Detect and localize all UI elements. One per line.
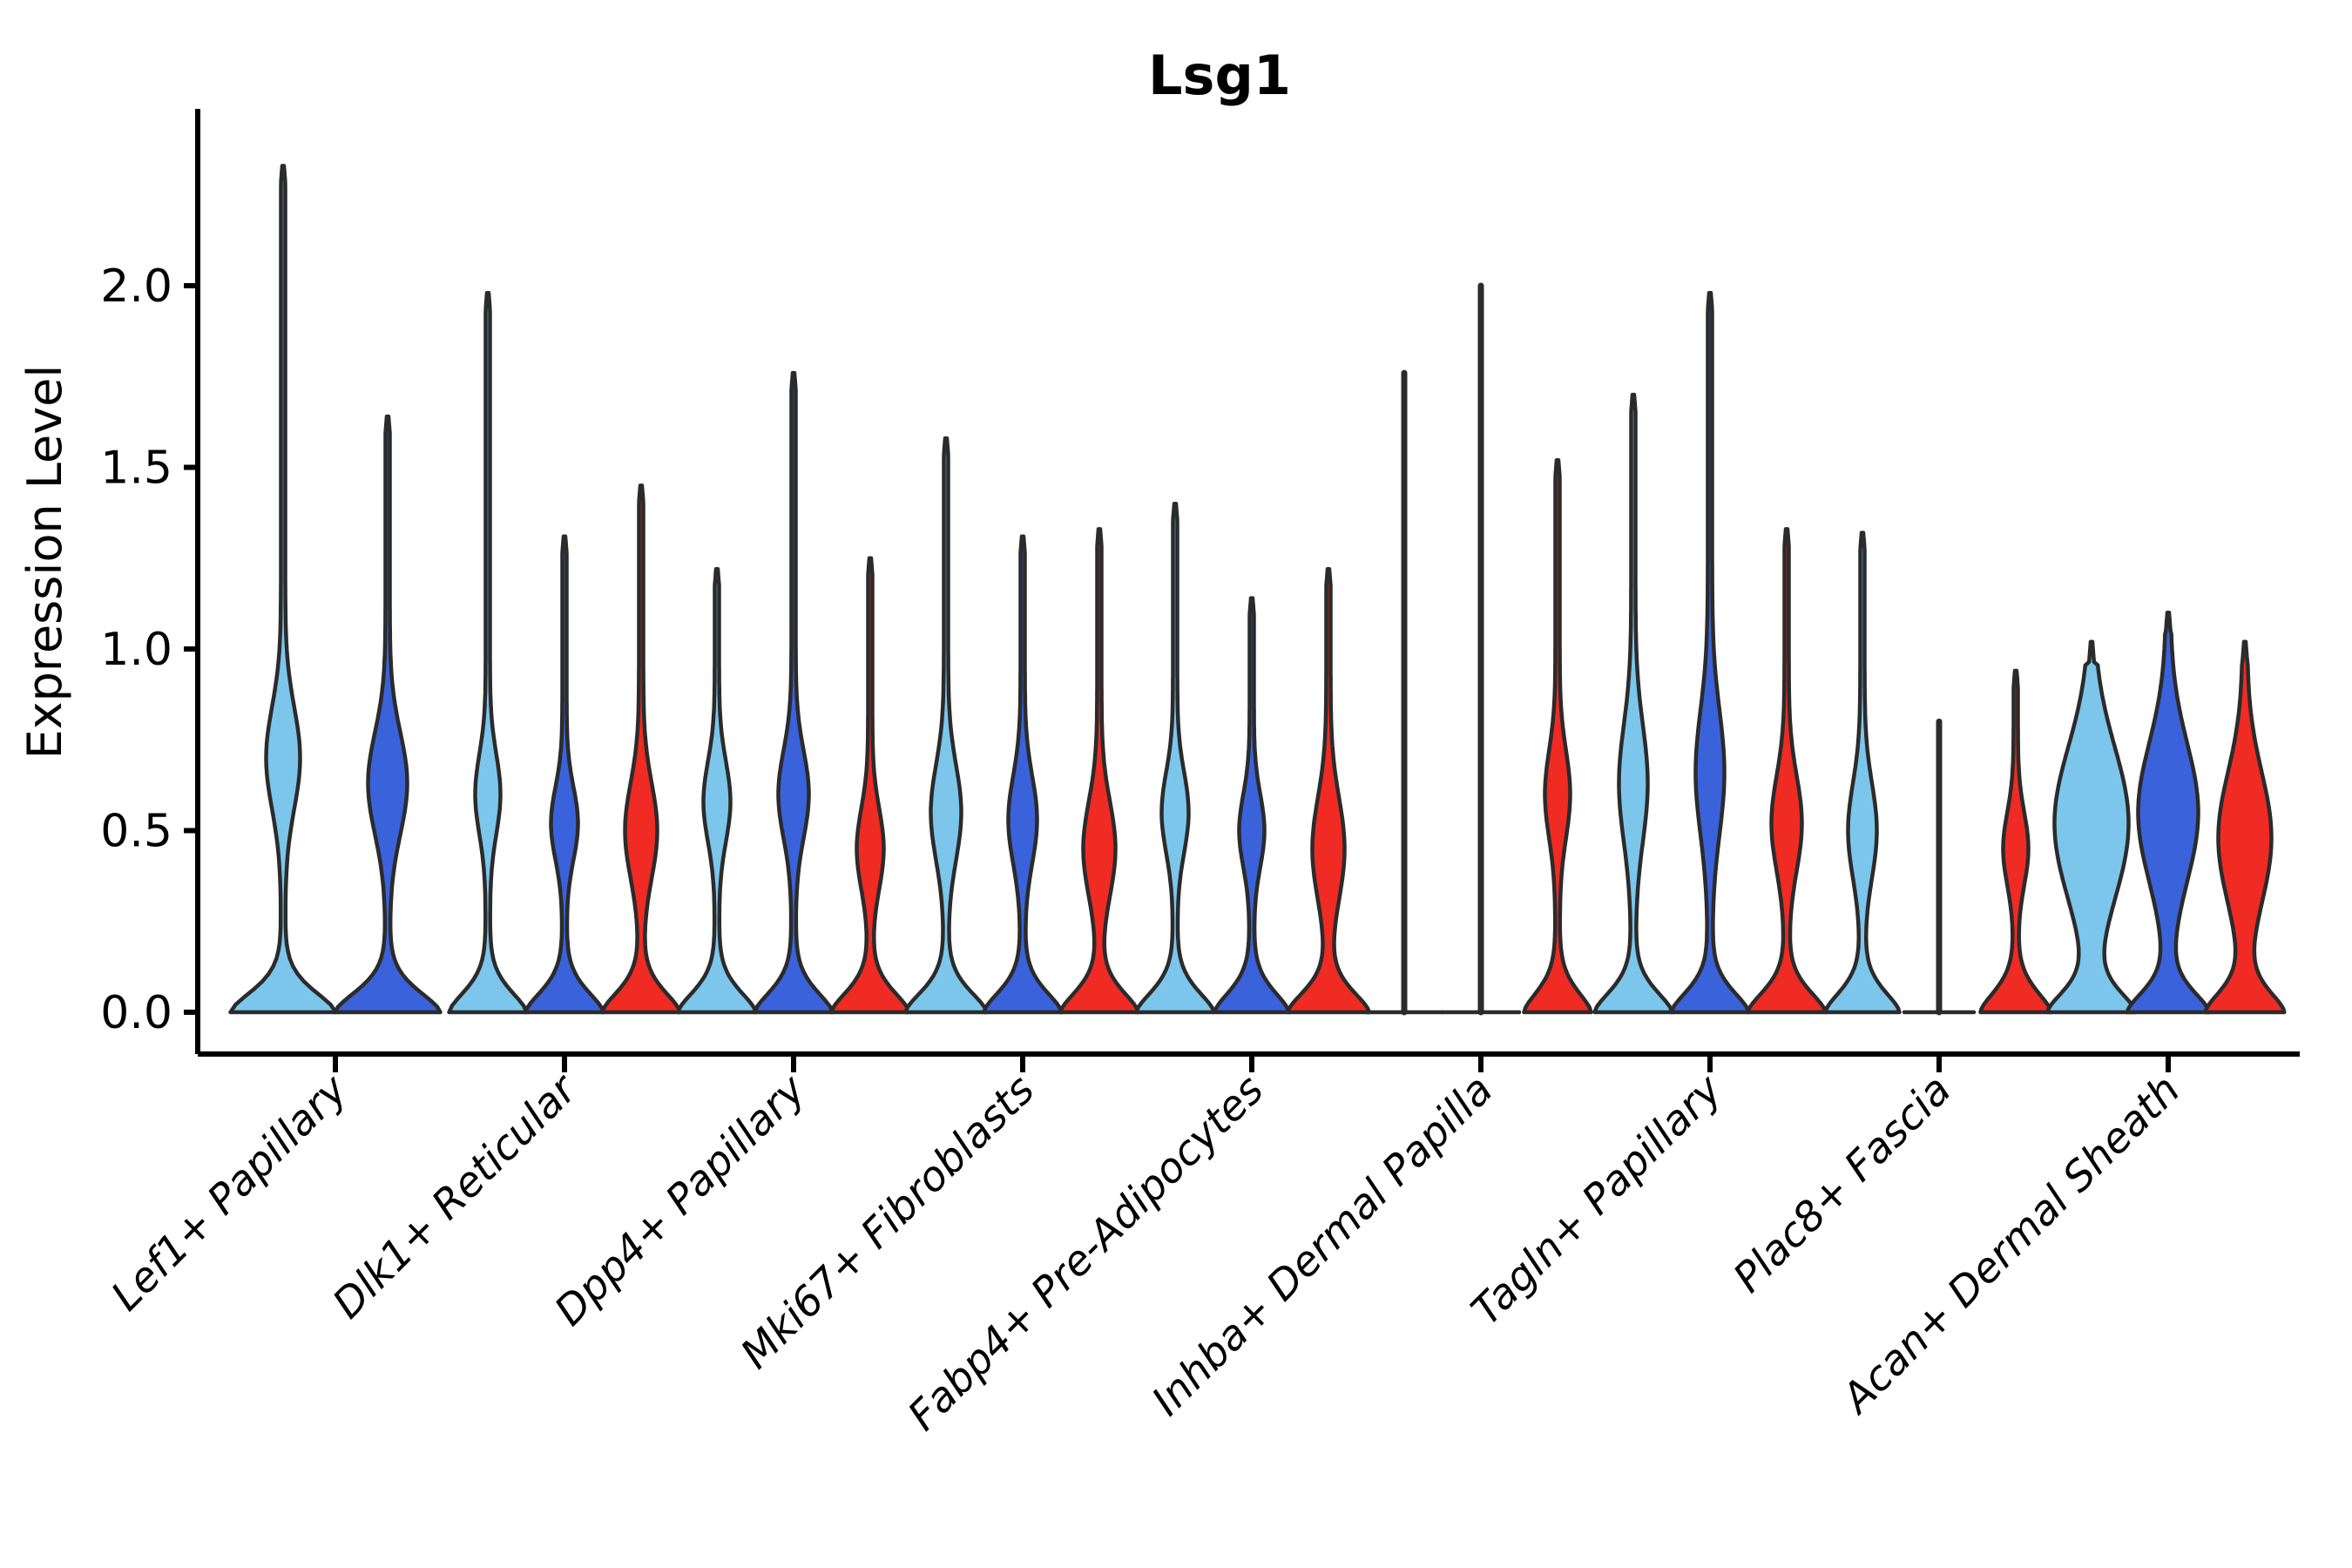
violin-6-red: [1746, 527, 1828, 1015]
violin-7-red: [1978, 668, 2053, 1015]
violin-5-red: [1522, 457, 1593, 1015]
violin-7-blue_light: [1823, 531, 1902, 1015]
violin-4-blue_dark: [1213, 596, 1291, 1015]
violin-3-blue_light: [903, 436, 989, 1015]
x-tick-label-2: Dpp4+ Papillary: [545, 1065, 815, 1335]
violin-2-blue_dark: [753, 370, 835, 1015]
violin-6-blue_dark: [1669, 291, 1751, 1015]
violin-8-blue_light: [2045, 639, 2138, 1015]
violin-1-blue_dark: [524, 534, 605, 1015]
violins-layer: [228, 164, 2287, 1016]
violin-0-blue_light: [228, 164, 338, 1015]
chart-title: Lsg1: [1148, 44, 1291, 107]
violin-1-blue_light: [447, 291, 529, 1015]
y-tick-label: 2.0: [100, 260, 172, 313]
y-tick-label: 0.5: [100, 806, 172, 858]
violin-2-red: [829, 556, 911, 1015]
violin-0-blue_dark: [333, 414, 443, 1015]
violin-3-blue_dark: [982, 534, 1064, 1015]
y-axis-label: Expression Level: [17, 365, 72, 760]
y-tick-label: 1.0: [100, 624, 172, 676]
x-tick-label-6: Tagln+ Papillary: [1463, 1065, 1733, 1335]
x-tick-label-0: Lef1+ Papillary: [102, 1065, 357, 1321]
y-tick-label: 0.0: [100, 987, 172, 1039]
violin-4-blue_light: [1134, 501, 1216, 1015]
x-tick-label-7: Plac8+ Fascia: [1724, 1066, 1960, 1302]
violin-8-red: [2203, 639, 2287, 1015]
violin-1-red: [600, 483, 682, 1015]
violin-3-red: [1058, 527, 1140, 1015]
violin-8-blue_dark: [2125, 611, 2212, 1015]
violin-6-blue_light: [1592, 392, 1674, 1015]
violin-2-blue_light: [676, 567, 758, 1015]
y-tick-label: 1.5: [100, 443, 172, 495]
violin-4-red: [1286, 567, 1371, 1015]
x-tick-label-1: Dlk1+ Reticular: [324, 1064, 588, 1328]
